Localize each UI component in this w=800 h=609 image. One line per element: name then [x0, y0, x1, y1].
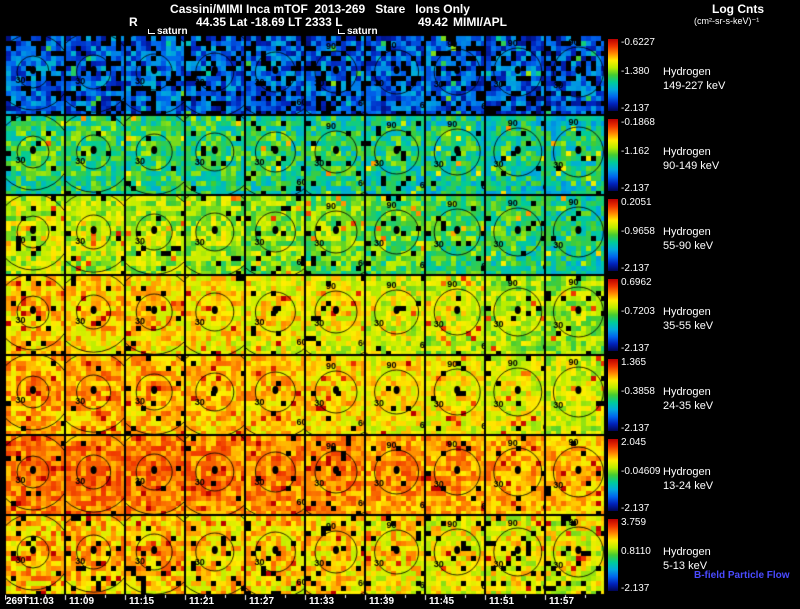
- row-species-label: Hydrogen: [663, 306, 711, 318]
- time-axis-label: 11:39: [369, 596, 395, 607]
- r-label: R: [129, 15, 138, 29]
- saturn-annotation: saturn: [148, 26, 188, 37]
- time-axis-label: 11:57: [549, 596, 575, 607]
- colorbar-mid-label: -0.7203: [621, 306, 655, 317]
- row-energy-label: 55-90 keV: [663, 240, 714, 252]
- row-energy-label: 24-35 keV: [663, 400, 714, 412]
- row-species-label: Hydrogen: [663, 546, 711, 558]
- time-axis-label: 269T11:03: [6, 596, 54, 607]
- row-energy-label: 90-149 keV: [663, 160, 720, 172]
- colorbar-max-label: -0.1868: [621, 117, 655, 128]
- time-axis-label: 11:45: [429, 596, 455, 607]
- row-energy-label: 13-24 keV: [663, 480, 714, 492]
- row-species-label: Hydrogen: [663, 466, 711, 478]
- colorbar-mid-label: -0.3858: [621, 386, 655, 397]
- row-species-label: Hydrogen: [663, 386, 711, 398]
- spectrogram-grid-canvas: [5, 35, 605, 601]
- row-colorbar: [608, 199, 618, 271]
- row-colorbar: [608, 439, 618, 511]
- plot-title: Cassini/MIMI Inca mTOF 2013-269 Stare Io…: [170, 2, 470, 16]
- row-species-label: Hydrogen: [663, 146, 711, 158]
- colorbar-min-label: -2.137: [621, 183, 650, 194]
- time-axis-label: 11:09: [69, 596, 95, 607]
- coordinates-readout: 44.35 Lat -18.69 LT 2333 L: [196, 15, 343, 29]
- time-axis-label: 11:21: [189, 596, 215, 607]
- row-colorbar: [608, 279, 618, 351]
- saturn-annotation: saturn: [338, 26, 378, 37]
- colorbar-mid-label: 0.8110: [621, 546, 651, 557]
- colorbar-max-label: 3.759: [621, 517, 647, 528]
- colorbar-min-label: -2.137: [621, 343, 650, 354]
- colorbar-max-label: -0.6227: [621, 37, 655, 48]
- row-energy-label: 35-55 keV: [663, 320, 714, 332]
- colorbar-min-label: -2.137: [621, 423, 650, 434]
- l-shell-value: 49.42: [418, 15, 449, 29]
- row-energy-label: 5-13 keV: [663, 560, 708, 572]
- row-colorbar: [608, 359, 618, 431]
- colorbar-min-label: -2.137: [621, 263, 650, 274]
- time-axis-label: 11:15: [129, 596, 155, 607]
- colorbar-max-label: 0.6962: [621, 277, 652, 288]
- colorbar-mid-label: -1.162: [621, 146, 650, 157]
- colorbar-units-formula: (cm²-sr-s-keV)⁻¹: [694, 16, 760, 26]
- colorbar-mid-label: -0.04609: [621, 466, 661, 477]
- row-colorbar: [608, 39, 618, 111]
- colorbar-max-label: 2.045: [621, 437, 647, 448]
- bfield-particle-flow-label: B-field Particle Flow: [694, 570, 790, 581]
- row-colorbar: [608, 119, 618, 191]
- colorbar-min-label: -2.137: [621, 103, 650, 114]
- colorbar-min-label: -2.137: [621, 503, 650, 514]
- instrument-credit: MIMI/APL: [453, 15, 507, 29]
- time-axis-label: 11:33: [309, 596, 335, 607]
- colorbar-mid-label: -0.9658: [621, 226, 655, 237]
- row-species-label: Hydrogen: [663, 226, 711, 238]
- time-axis-label: 11:27: [249, 596, 275, 607]
- colorbar-units-title: Log Cnts: [712, 2, 764, 16]
- colorbar-min-label: -2.137: [621, 583, 650, 594]
- colorbar-max-label: 0.2051: [621, 197, 652, 208]
- row-energy-label: 149-227 keV: [663, 80, 726, 92]
- colorbar-max-label: 1.365: [621, 357, 647, 368]
- time-axis-label: 11:51: [489, 596, 515, 607]
- colorbar-mid-label: -1.380: [621, 66, 650, 77]
- row-colorbar: [608, 519, 618, 591]
- row-species-label: Hydrogen: [663, 66, 711, 78]
